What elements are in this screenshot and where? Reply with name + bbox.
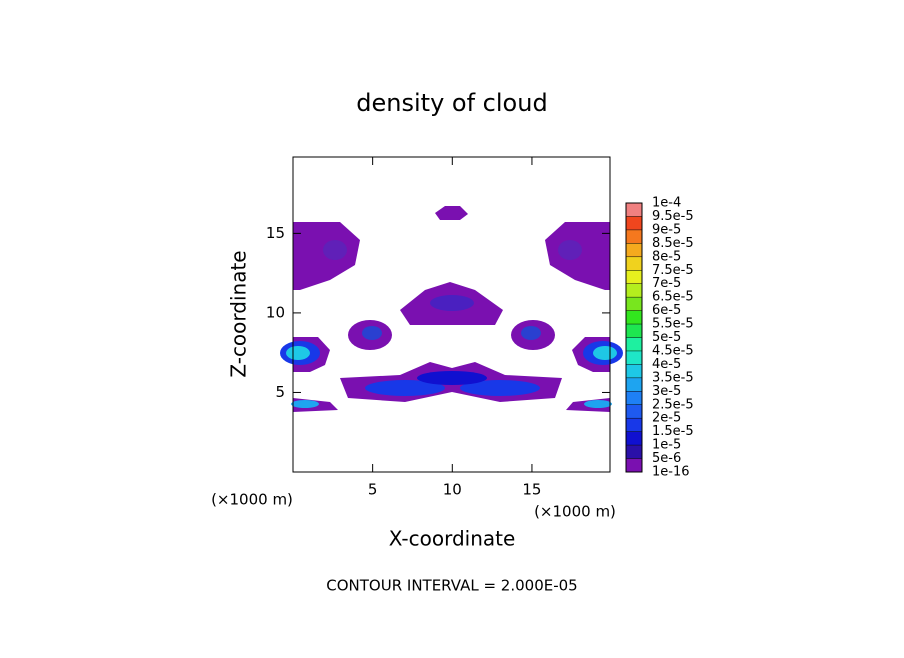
contour-region	[291, 400, 319, 408]
contour-regions	[280, 206, 623, 412]
colorbar-band	[626, 364, 642, 378]
colorbar-band	[626, 324, 642, 338]
colorbar-band	[626, 283, 642, 298]
colorbar-label: 9e-5	[652, 222, 681, 237]
colorbar-band	[626, 350, 642, 365]
colorbar-label: 6.5e-5	[652, 290, 694, 305]
contour-region	[435, 206, 468, 220]
contour-region	[593, 346, 617, 360]
colorbar-band	[626, 391, 642, 405]
y-tick-label: 15	[266, 224, 285, 242]
x-tick-label: 10	[443, 481, 462, 499]
contour-region	[323, 240, 347, 260]
colorbar-band	[626, 297, 642, 311]
colorbar-band	[626, 310, 642, 325]
y-tick-label: 5	[275, 383, 285, 401]
plot-frame	[292, 156, 611, 473]
colorbar-band	[626, 404, 642, 419]
colorbar-label: 4.5e-5	[652, 343, 694, 358]
colorbar-label: 3e-5	[652, 384, 681, 399]
colorbar-band	[626, 256, 642, 271]
contour-region	[584, 400, 612, 408]
x-unit: (×1000 m)	[211, 491, 293, 509]
colorbar-band	[626, 431, 642, 446]
chart-title: density of cloud	[356, 89, 547, 117]
colorbar-label: 9.5e-5	[652, 209, 694, 224]
colorbar-label: 5e-6	[652, 451, 681, 466]
colorbar-label: 5e-5	[652, 330, 681, 345]
colorbar-band	[626, 337, 642, 351]
colorbar-band	[626, 229, 642, 244]
colorbar-band	[626, 216, 642, 230]
y-unit: (×1000 m)	[534, 503, 616, 521]
colorbar-label: 4e-5	[652, 357, 681, 372]
colorbar-label: 7e-5	[652, 276, 681, 291]
colorbar-band	[626, 243, 642, 257]
colorbar-band	[626, 458, 642, 472]
colorbar-band	[626, 418, 642, 432]
colorbar-label: 6e-5	[652, 303, 681, 318]
colorbar-label: 1.5e-5	[652, 424, 694, 439]
colorbar-label: 7.5e-5	[652, 263, 694, 278]
colorbar-label: 1e-5	[652, 438, 681, 453]
x-axis-label: X-coordinate	[389, 527, 516, 551]
contour-region	[558, 240, 582, 260]
colorbar-label: 8.5e-5	[652, 236, 694, 251]
x-tick-label: 15	[522, 481, 541, 499]
contour-region	[362, 326, 382, 340]
colorbar-label: 2e-5	[652, 411, 681, 426]
contour-region	[430, 295, 474, 311]
colorbar-label: 2.5e-5	[652, 397, 694, 412]
colorbar-label: 5.5e-5	[652, 317, 694, 332]
contour-region	[417, 371, 487, 385]
contour-region	[365, 380, 445, 396]
colorbar-band	[626, 203, 642, 217]
contour-region	[286, 346, 310, 360]
colorbar-band	[626, 377, 642, 392]
colorbar-band	[626, 445, 642, 459]
colorbar-band	[626, 270, 642, 284]
colorbar-label: 8e-5	[652, 249, 681, 264]
y-tick-label: 10	[266, 303, 285, 321]
x-tick-label: 5	[368, 481, 378, 499]
colorbar-label: 1e-4	[652, 196, 681, 211]
colorbar-label: 1e-16	[652, 465, 690, 480]
y-axis-label: Z-coordinate	[227, 250, 251, 377]
annotation: CONTOUR INTERVAL = 2.000E-05	[326, 577, 577, 595]
colorbar-label: 3.5e-5	[652, 370, 694, 385]
contour-region	[460, 380, 540, 396]
contour-region	[521, 326, 541, 340]
